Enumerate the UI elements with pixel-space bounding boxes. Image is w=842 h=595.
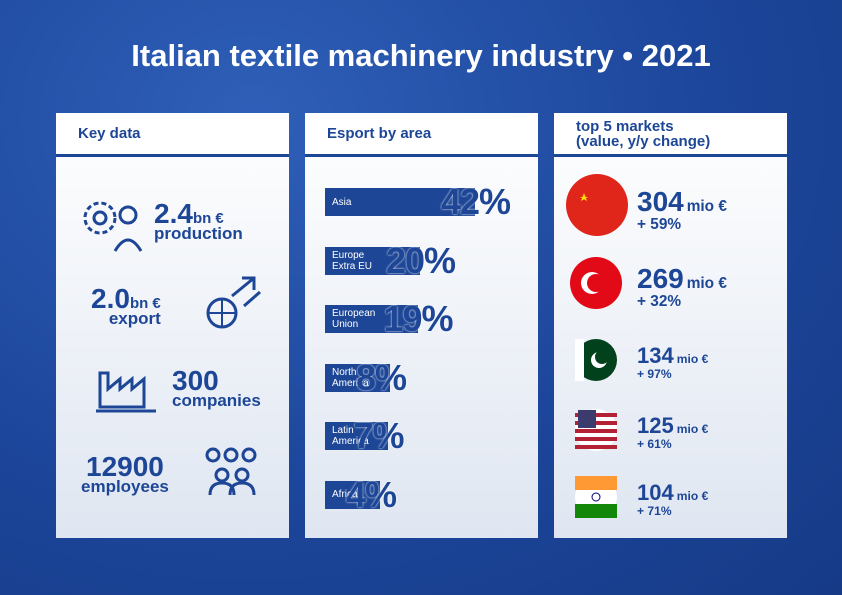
bar-value-label: 20% (386, 239, 456, 281)
bar-row: Latin America 7% (325, 415, 405, 456)
stat-unit: bn € (192, 210, 224, 227)
markets-panel: top 5 markets (value, y/y change) 304 mio … (554, 113, 787, 538)
stat: 2.4bn € production (154, 198, 243, 244)
panel-subtitle: (value, y/y change) (576, 132, 711, 150)
stat: 2.0bn € export (91, 283, 161, 329)
market-value: 304 (637, 186, 684, 217)
market-change: + 59% (637, 216, 682, 233)
bar-row: Europe Extra EU 20% (325, 240, 456, 281)
bar-value-label: 7% (353, 415, 405, 456)
market: 104 mio € + 71% (637, 480, 708, 518)
panel-title: Esport by area (327, 125, 432, 142)
market-change: + 32% (637, 293, 682, 310)
bar-value-label: 4% (346, 473, 397, 515)
bar-category: North America (332, 366, 369, 389)
bar: Latin America (325, 422, 388, 450)
market-change: + 61% (637, 437, 672, 451)
stat-label: employees (81, 477, 169, 496)
key-data-panel: Key data 2.4bn € production 2.0bn € export… (56, 113, 289, 538)
stat-label: companies (172, 391, 261, 410)
flags (566, 174, 628, 518)
market: 304 mio € + 59% (637, 186, 727, 234)
export-panel: Esport by area Asia 42% Europe Extra EU 20%… (305, 113, 538, 538)
market-value: 134 (637, 343, 674, 368)
bar-row: European Union 19% (325, 298, 454, 339)
title: Italian textile machinery industry • 202… (131, 38, 711, 73)
bar-category: Europe Extra EU (332, 249, 373, 272)
panel-header: Esport by area (305, 113, 538, 157)
stat-value: 2.4 (154, 198, 193, 229)
stat: 12900 employees (81, 451, 169, 497)
stat-value: 12900 (86, 451, 164, 482)
market-unit: mio € (676, 352, 709, 366)
market: 125 mio € + 61% (637, 413, 708, 451)
bar-value-label: 19% (383, 298, 454, 339)
market-value: 269 (637, 263, 684, 294)
bar-category: European Union (332, 308, 376, 330)
bar-row: Asia 42% (325, 181, 511, 222)
market-change: + 97% (637, 367, 672, 381)
market: 269 mio € + 32% (637, 263, 727, 311)
market-value: 104 (637, 480, 674, 505)
panel-title: Key data (78, 125, 141, 142)
bar-row: North America 8% (325, 357, 407, 398)
bar: North America (325, 363, 390, 392)
market: 134 mio € + 97% (637, 343, 708, 381)
panel-header: top 5 markets (value, y/y change) (554, 113, 787, 157)
bar: Asia (325, 188, 475, 216)
bar-value-label: 8% (356, 356, 407, 398)
stat-label: production (154, 224, 243, 243)
stat-label: export (108, 309, 161, 328)
market-unit: mio € (686, 198, 727, 215)
bar-category: Latin America (332, 425, 369, 447)
bar-category: Asia (332, 196, 352, 208)
icon-people (205, 447, 257, 496)
icon-export (206, 276, 261, 329)
bar-value-label: 42% (441, 181, 511, 222)
market-unit: mio € (676, 422, 709, 436)
market-value: 125 (637, 413, 674, 438)
icon-production (83, 201, 143, 252)
bar: European Union (325, 305, 418, 333)
market-unit: mio € (686, 275, 727, 292)
icon-factory (96, 371, 156, 413)
stat-value: 300 (172, 365, 219, 396)
market-unit: mio € (676, 489, 709, 503)
panel-header: Key data (56, 113, 289, 157)
bar: Africa (325, 480, 380, 509)
stat: 300 companies (172, 365, 261, 411)
market-change: + 71% (637, 504, 672, 518)
stat-value: 2.0 (91, 283, 130, 314)
stat-unit: bn € (129, 295, 161, 312)
bar-category: Africa (332, 489, 358, 500)
bar-row: Africa 4% (325, 474, 397, 515)
panel-title: top 5 markets (576, 117, 674, 135)
bar: Europe Extra EU (325, 246, 420, 275)
